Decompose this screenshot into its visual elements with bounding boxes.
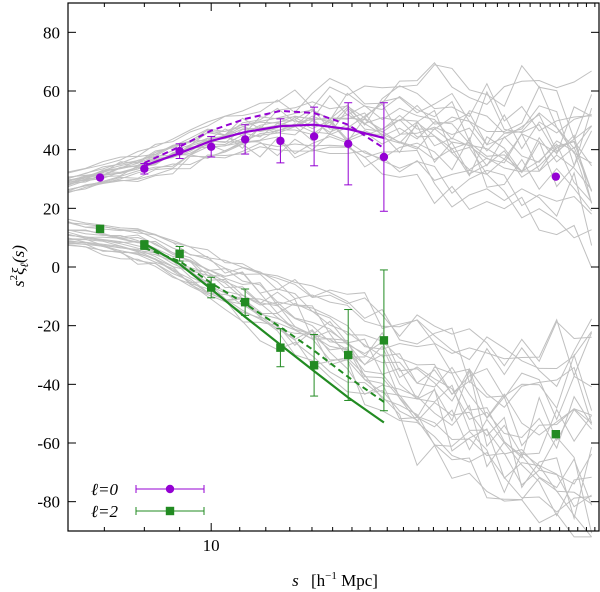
mock-curve-quadrupole — [67, 244, 592, 538]
y-tick-label: 80 — [43, 23, 60, 42]
legend: ℓ=0ℓ=2 — [91, 480, 205, 521]
mock-curve-quadrupole — [67, 237, 593, 521]
data-point-quadrupole — [240, 298, 250, 307]
y-tick-label: -20 — [37, 317, 60, 336]
mock-curve-monopole — [67, 108, 593, 184]
y-axis-sq: 2 — [8, 275, 20, 281]
x-tick-label: 10 — [203, 536, 220, 555]
y-axis-xi: ξ — [9, 267, 28, 275]
mock-curve-monopole — [67, 121, 592, 191]
y-tick-label: 0 — [52, 258, 61, 277]
mock-curve-monopole — [67, 62, 592, 173]
data-point-quadrupole — [344, 350, 353, 360]
legend-label: ℓ=2 — [91, 502, 119, 521]
mock-curve-quadrupole — [67, 231, 592, 447]
mock-curve-quadrupole — [67, 242, 592, 508]
y-axis-sub: ℓ — [19, 263, 31, 268]
x-axis-label: s [h−1 Mpc] — [292, 570, 378, 590]
data-points — [95, 132, 561, 439]
data-point-monopole — [379, 152, 389, 162]
y-tick-label: 60 — [43, 82, 60, 101]
y-tick-label: -40 — [37, 375, 60, 394]
data-point-monopole — [95, 173, 105, 182]
data-point-monopole — [309, 132, 319, 141]
tick-labels: 80 60 40 20 0 -20 -40 -60 -80 10 — [37, 23, 219, 555]
y-axis-symbol-s: s — [9, 280, 28, 287]
mock-curve-quadrupole — [67, 221, 593, 388]
mock-curve-monopole — [67, 92, 592, 180]
mock-curve-quadrupole — [67, 229, 592, 436]
data-point-quadrupole — [276, 343, 285, 352]
x-axis-symbol: s — [292, 571, 299, 590]
mock-curve-quadrupole — [68, 239, 593, 486]
data-point-quadrupole — [140, 240, 149, 250]
data-point-monopole — [344, 139, 353, 148]
mock-curve-quadrupole — [67, 222, 593, 378]
y-tick-label: 40 — [43, 141, 60, 160]
data-point-monopole — [551, 172, 561, 181]
data-point-monopole — [276, 136, 285, 146]
mock-curve-quadrupole — [67, 229, 593, 424]
mock-curves — [67, 62, 593, 538]
mock-curve-quadrupole — [67, 241, 592, 517]
mock-curve-quadrupole — [67, 240, 593, 506]
y-axis-label: s2ξℓ(s) — [8, 245, 31, 287]
mock-curve-monopole — [67, 137, 592, 215]
data-point-monopole — [140, 164, 149, 173]
model-dashed-quadrupole — [143, 246, 385, 403]
mock-curve-monopole — [67, 119, 593, 192]
data-point-quadrupole — [95, 224, 105, 234]
model-curves — [143, 109, 385, 424]
data-point-monopole — [240, 135, 250, 144]
y-axis-arg: (s) — [9, 245, 28, 263]
y-tick-label: 20 — [43, 199, 60, 218]
legend-label: ℓ=0 — [91, 480, 119, 499]
legend-marker — [165, 506, 175, 516]
y-tick-label: -80 — [37, 493, 60, 512]
y-tick-label: -60 — [37, 434, 60, 453]
x-axis-unit-tail: Mpc] — [337, 571, 378, 590]
data-point-quadrupole — [206, 283, 216, 292]
legend-marker — [165, 484, 175, 494]
mock-curve-quadrupole — [67, 229, 593, 411]
data-point-monopole — [175, 146, 184, 156]
mock-curve-monopole — [67, 142, 593, 246]
mock-curve-monopole — [67, 135, 592, 239]
mock-curve-monopole — [67, 95, 593, 178]
mock-curve-monopole — [67, 64, 593, 174]
data-point-quadrupole — [551, 430, 561, 439]
x-axis-unit-exp: −1 — [325, 570, 337, 582]
x-axis-unit: [h — [311, 571, 326, 590]
mock-curve-quadrupole — [67, 244, 592, 513]
model-dashed-monopole — [143, 109, 385, 164]
mock-curve-monopole — [67, 146, 593, 268]
data-point-monopole — [206, 142, 216, 151]
data-point-quadrupole — [175, 249, 184, 258]
data-point-quadrupole — [379, 336, 389, 345]
model-solid-monopole — [143, 123, 385, 167]
model-solid-quadrupole — [143, 242, 385, 424]
data-point-quadrupole — [309, 361, 319, 370]
mock-curve-monopole — [67, 110, 593, 204]
axis-ticks — [68, 3, 599, 531]
